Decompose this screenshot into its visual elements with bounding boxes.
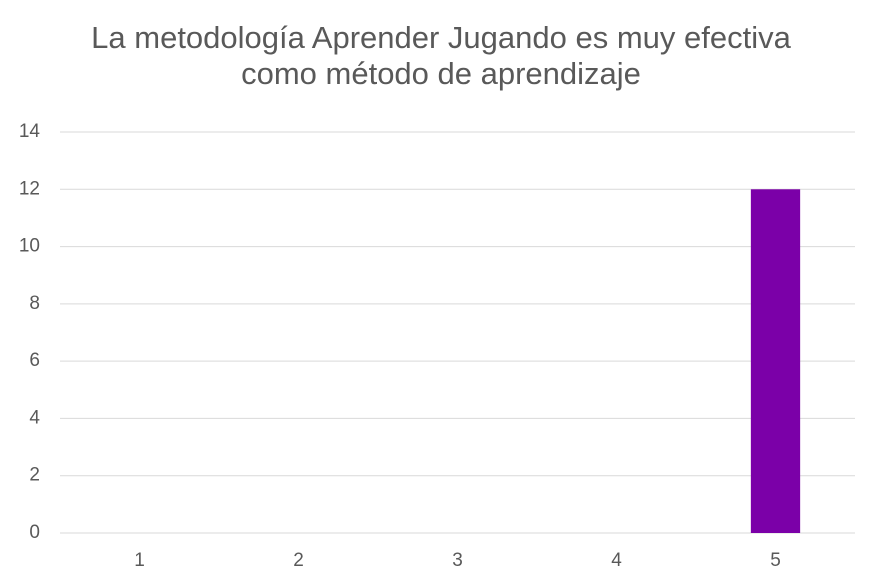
x-tick-label: 1 [134, 550, 145, 571]
x-tick-label: 4 [611, 550, 622, 571]
chart-title: La metodología Aprender Jugando es muy e… [91, 20, 791, 91]
y-tick-label: 8 [29, 293, 40, 314]
y-tick-label: 2 [29, 465, 40, 486]
y-tick-label: 4 [29, 407, 40, 428]
y-tick-label: 12 [19, 178, 40, 199]
bar [750, 189, 801, 534]
x-tick-label: 2 [293, 550, 304, 571]
y-tick-label: 14 [19, 121, 41, 142]
y-tick-label: 0 [29, 522, 40, 543]
y-tick-label: 10 [19, 236, 40, 257]
x-tick-label: 5 [770, 550, 781, 571]
y-tick-label: 6 [29, 350, 40, 371]
x-tick-label: 3 [452, 550, 463, 571]
